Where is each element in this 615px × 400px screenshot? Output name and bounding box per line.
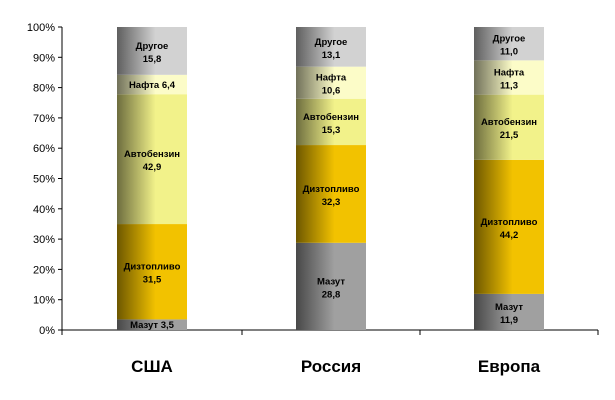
segment-name-label: Автобензин xyxy=(303,112,359,123)
bar-segment-Дизтопливо-Россия xyxy=(296,145,366,243)
segment-name-label: Автобензин xyxy=(481,117,537,128)
bar-segment-Автобензин-Европа xyxy=(474,94,544,160)
segment-name-label: Дизтопливо xyxy=(303,184,360,195)
y-tick-label: 30% xyxy=(33,234,55,246)
y-tick-label: 90% xyxy=(33,52,55,64)
category-label: Россия xyxy=(301,357,361,376)
segment-name-label: Автобензин xyxy=(124,149,180,160)
segment-name-label: Мазут xyxy=(495,302,523,313)
segment-value-label: 21,5 xyxy=(500,130,519,141)
segment-value-label: 10,6 xyxy=(322,86,341,97)
segment-name-label: Дизтопливо xyxy=(481,217,538,228)
y-tick-label: 20% xyxy=(33,264,55,276)
segment-value-label: 32,3 xyxy=(322,197,341,208)
y-tick-label: 10% xyxy=(33,295,55,307)
bar-segment-Дизтопливо-Европа xyxy=(474,159,544,294)
bar-segment-Автобензин-Россия xyxy=(296,98,366,146)
segment-value-label: 11,3 xyxy=(500,81,518,92)
bar-segment-Нафта-Россия xyxy=(296,66,366,99)
bar-segment-Дизтопливо-США xyxy=(117,224,187,320)
segment-value-label: 44,2 xyxy=(500,230,519,241)
segment-value-label: 15,3 xyxy=(322,125,341,136)
y-tick-label: 60% xyxy=(33,143,55,155)
segment-value-label: 11,9 xyxy=(500,315,518,326)
bar-segment-Другое-США xyxy=(117,27,187,75)
labels: Мазут 3,5 Дизтопливо 31,5 Автобензин 42,9 Наф… xyxy=(124,34,541,376)
bar-segment-Автобензин-США xyxy=(117,94,187,225)
segment-value-label: 28,8 xyxy=(322,289,341,300)
bar-segment-Мазут-Россия xyxy=(296,242,366,330)
segment-name-label: Другое xyxy=(136,41,169,52)
bar-segment-Другое-Россия xyxy=(296,27,366,67)
segment-name-label: Нафта xyxy=(494,68,525,79)
bar-segment-Другое-Европа xyxy=(474,27,544,61)
y-tick-label: 40% xyxy=(33,204,55,216)
y-tick-label: 100% xyxy=(27,22,55,34)
segment-name-label: Нафта xyxy=(316,73,347,84)
bar-segment-Нафта-США xyxy=(117,74,187,95)
segment-label: Мазут 3,5 xyxy=(130,320,175,331)
category-label: Европа xyxy=(478,357,541,376)
bars xyxy=(117,27,544,330)
segment-name-label: Дизтопливо xyxy=(124,262,181,273)
bar-segment-Мазут-Европа xyxy=(474,293,544,330)
y-tick-label: 70% xyxy=(33,113,55,125)
segment-value-label: 42,9 xyxy=(143,162,162,173)
bar-segment-Мазут-США xyxy=(117,319,187,330)
axes: 0% 10% 20% 30% 40% 50% 60% 70% 80% 90% 100% xyxy=(27,22,599,337)
segment-label: Нафта 6,4 xyxy=(129,80,176,91)
y-tick-label: 50% xyxy=(33,174,55,186)
segment-name-label: Другое xyxy=(315,37,348,48)
y-tick-label: 0% xyxy=(39,325,55,337)
y-tick-label: 80% xyxy=(33,83,55,95)
bar-segment-Нафта-Европа xyxy=(474,60,544,95)
segment-value-label: 31,5 xyxy=(143,275,162,286)
segment-value-label: 13,1 xyxy=(322,50,341,61)
segment-name-label: Мазут xyxy=(317,276,345,287)
segment-value-label: 11,0 xyxy=(500,47,518,58)
segment-name-label: Другое xyxy=(493,34,526,45)
segment-value-label: 15,8 xyxy=(143,54,162,65)
category-label: США xyxy=(131,357,173,376)
